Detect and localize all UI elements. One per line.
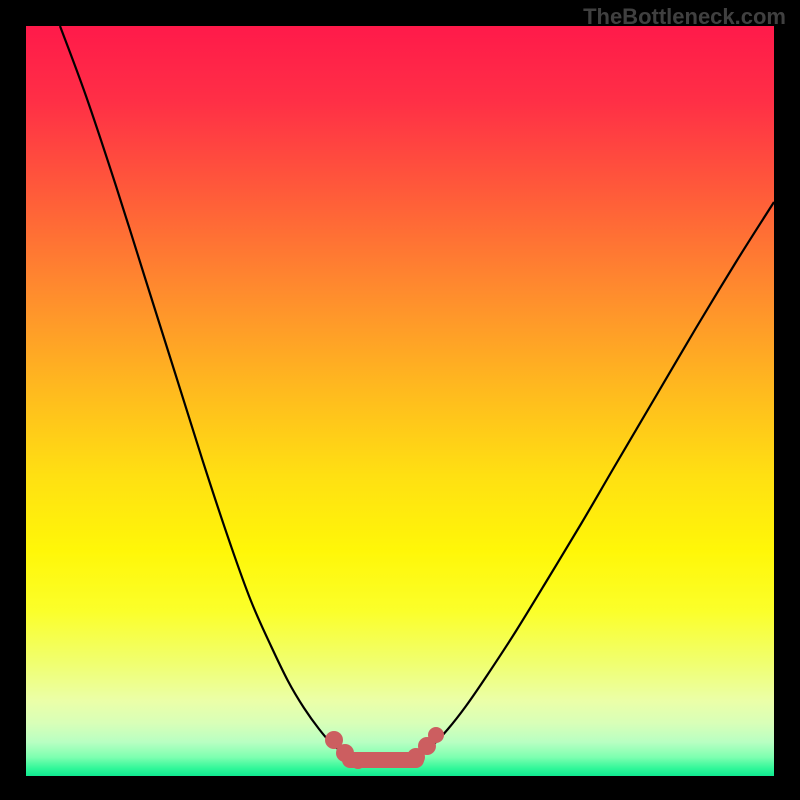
highlight-markers [325,727,444,769]
watermark-text: TheBottleneck.com [583,4,786,30]
plot-area [26,26,774,776]
curve-right-branch [424,202,774,752]
curve-left-branch [60,26,342,752]
bottleneck-curve [26,26,774,776]
highlight-dot [350,753,366,769]
highlight-dot [428,727,444,743]
